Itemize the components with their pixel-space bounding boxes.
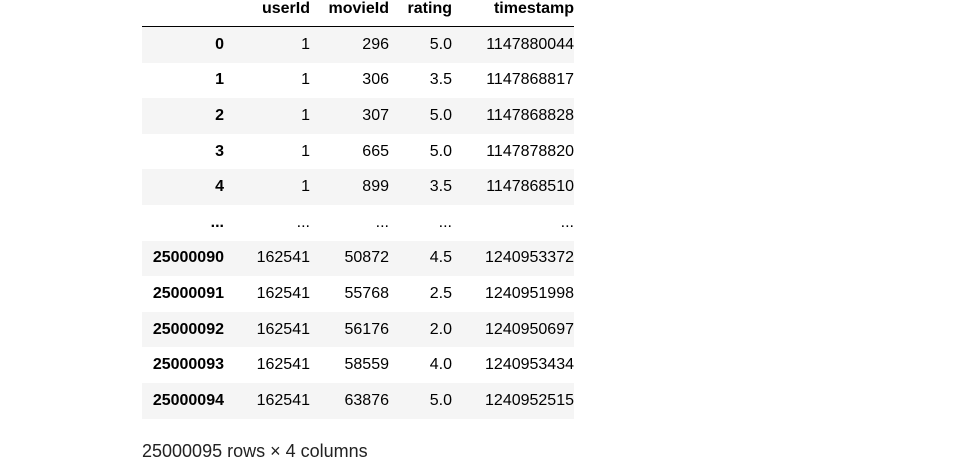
cell-movieid: 665 [362, 142, 389, 160]
cell-userid: 162541 [256, 356, 310, 374]
row-index: 1 [215, 71, 224, 89]
column-header-rating: rating [389, 0, 452, 27]
cell-userid: 162541 [256, 249, 310, 267]
row-index: 25000093 [152, 356, 224, 374]
cell-movieid: 63876 [344, 391, 390, 409]
cell-timestamp: 1240953372 [485, 249, 574, 267]
cell-userid: 162541 [256, 284, 310, 302]
cell-timestamp: 1240952515 [485, 391, 574, 409]
cell-timestamp: 1147868817 [486, 71, 574, 89]
table-header: userId movieId rating timestamp [142, 0, 574, 27]
column-header-movieid: movieId [310, 0, 389, 27]
cell-rating: 5.0 [429, 142, 452, 160]
header-row: userId movieId rating timestamp [142, 0, 574, 27]
cell-rating: 4.0 [429, 356, 452, 374]
dataframe-shape-summary: 25000095 rows × 4 columns [142, 441, 368, 461]
row-index: 25000092 [152, 320, 224, 338]
index-header [142, 0, 224, 27]
row-index: 25000094 [152, 391, 224, 409]
table-row: 0 1 296 5.0 1147880044 [142, 26, 574, 63]
table-row: 25000090 162541 50872 4.5 1240953372 [142, 240, 574, 277]
table-row: 4 1 899 3.5 1147868510 [142, 169, 574, 205]
column-header-timestamp: timestamp [452, 0, 574, 27]
cell-timestamp: 1147880044 [486, 35, 574, 53]
row-index: 0 [215, 35, 224, 53]
cell-movieid: ... [375, 213, 389, 231]
row-index: 2 [215, 106, 224, 124]
cell-movieid: 55768 [344, 284, 390, 302]
cell-rating: ... [438, 213, 452, 231]
row-index: 25000090 [152, 249, 224, 267]
cell-movieid: 899 [362, 178, 389, 196]
row-index: 3 [215, 142, 224, 160]
cell-userid: 162541 [256, 320, 310, 338]
row-index: 25000091 [152, 284, 224, 302]
cell-rating: 5.0 [429, 35, 452, 53]
cell-userid: 1 [301, 142, 310, 160]
cell-userid: 162541 [256, 391, 310, 409]
cell-userid: 1 [301, 71, 310, 89]
row-index: 4 [215, 178, 224, 196]
cell-timestamp: 1240953434 [485, 356, 574, 374]
cell-rating: 5.0 [429, 391, 452, 409]
cell-userid: ... [296, 213, 310, 231]
cell-userid: 1 [301, 35, 310, 53]
column-header-userid: userId [224, 0, 310, 27]
cell-rating: 2.5 [429, 284, 452, 302]
cell-rating: 3.5 [429, 178, 452, 196]
cell-movieid: 50872 [344, 249, 390, 267]
table-row: 2 1 307 5.0 1147868828 [142, 98, 574, 134]
cell-timestamp: 1147868510 [486, 178, 574, 196]
cell-movieid: 58559 [344, 356, 390, 374]
table-row: 25000093 162541 58559 4.0 1240953434 [142, 347, 574, 383]
dataframe-table: userId movieId rating timestamp 0 1 296 … [142, 0, 574, 419]
table-row: 25000092 162541 56176 2.0 1240950697 [142, 311, 574, 348]
cell-rating: 3.5 [429, 71, 452, 89]
cell-movieid: 56176 [344, 320, 390, 338]
table-row: 25000091 162541 55768 2.5 1240951998 [142, 276, 574, 312]
cell-timestamp: ... [560, 213, 574, 231]
table-body: 0 1 296 5.0 1147880044 1 1 306 3.5 11478… [142, 26, 574, 419]
row-index: ... [210, 213, 224, 231]
table-row: 25000094 162541 63876 5.0 1240952515 [142, 382, 574, 419]
cell-userid: 1 [301, 178, 310, 196]
cell-userid: 1 [301, 106, 310, 124]
table-row: 1 1 306 3.5 1147868817 [142, 62, 574, 99]
ellipsis-row: ... ... ... ... ... [142, 204, 574, 241]
cell-rating: 2.0 [429, 320, 452, 338]
cell-rating: 5.0 [429, 106, 452, 124]
cell-timestamp: 1147878820 [486, 142, 574, 160]
cell-timestamp: 1147868828 [486, 106, 574, 124]
cell-rating: 4.5 [429, 249, 452, 267]
cell-timestamp: 1240951998 [485, 284, 574, 302]
table-row: 3 1 665 5.0 1147878820 [142, 133, 574, 170]
cell-movieid: 296 [362, 35, 389, 53]
cell-timestamp: 1240950697 [485, 320, 574, 338]
cell-movieid: 307 [362, 106, 389, 124]
cell-movieid: 306 [362, 71, 389, 89]
